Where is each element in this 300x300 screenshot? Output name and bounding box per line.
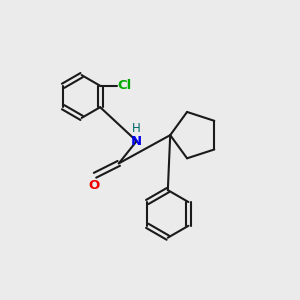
Text: O: O (88, 179, 99, 192)
Text: Cl: Cl (118, 79, 132, 92)
Text: N: N (131, 135, 142, 148)
Text: H: H (132, 122, 141, 134)
